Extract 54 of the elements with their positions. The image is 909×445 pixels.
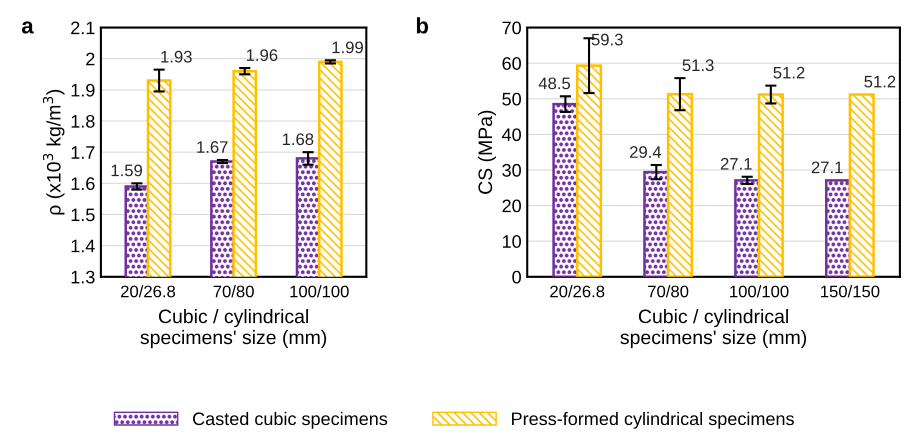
y-axis-title: ρ (x10$^{3}$ kg/m$^{3}$)	[42, 90, 64, 215]
bar	[666, 92, 693, 277]
data-label: 27.1	[812, 161, 843, 174]
data-label: 1.99	[332, 41, 363, 54]
bar	[825, 179, 852, 277]
x-tick-label: 100/100	[730, 285, 788, 298]
y-tick-label: 1.9	[72, 84, 94, 97]
data-label: 51.2	[773, 66, 804, 79]
data-label: 1.93	[161, 50, 192, 63]
y-axis-title: CS (MPa)	[478, 110, 496, 194]
legend-label: Casted cubic specimens	[193, 412, 388, 429]
y-tick-label: 2.1	[71, 22, 94, 34]
data-label: 29.4	[630, 146, 662, 158]
legend-label: Press-formed cylindrical specimens	[512, 412, 794, 429]
x-tick-label: 70/80	[214, 285, 254, 298]
x-tick-label: 70/80	[648, 285, 688, 298]
data-label: 1.96	[246, 49, 278, 62]
data-label: 1.67	[197, 141, 228, 153]
bar	[576, 64, 602, 277]
y-tick-label: 1.8	[72, 114, 95, 128]
bar	[734, 179, 760, 277]
bar	[848, 93, 875, 277]
y-tick-label: 10	[502, 235, 521, 248]
data-label: 1.68	[282, 133, 314, 146]
y-tick-label: 2	[86, 52, 94, 66]
y-tick-label: 0	[512, 270, 521, 284]
data-label: 51.2	[864, 76, 896, 88]
data-label: 48.5	[538, 77, 570, 90]
y-tick-label: 60	[502, 57, 521, 70]
x-axis-title: Cubic / cylindrical specimens' size (mm)	[620, 308, 806, 348]
x-tick-label: 20/26.8	[550, 285, 604, 298]
x-axis-title: Cubic / cylindrical specimens' size (mm)	[140, 308, 326, 348]
y-tick-label: 1.7	[72, 146, 94, 159]
bar	[643, 170, 670, 277]
y-tick-label: 20	[502, 200, 521, 212]
data-label: 59.3	[592, 34, 623, 46]
y-tick-label: 1.6	[72, 177, 95, 190]
y-tick-label: 50	[502, 92, 521, 106]
y-tick-label: 70	[502, 22, 521, 34]
data-label: 51.3	[682, 59, 714, 72]
x-tick-label: 100/100	[290, 285, 349, 298]
y-tick-label: 40	[502, 128, 521, 142]
chart-title: a	[22, 21, 34, 34]
y-tick-label: 1.5	[72, 208, 95, 222]
chart-title: b	[416, 17, 428, 34]
y-tick-label: 30	[502, 164, 521, 177]
x-tick-label: 20/26.8	[121, 285, 176, 298]
data-label: 27.1	[720, 158, 752, 170]
y-tick-label: 1.3	[72, 270, 95, 284]
bar	[758, 93, 784, 277]
x-tick-label: 150/150	[821, 285, 880, 298]
y-tick-label: 1.4	[72, 240, 95, 252]
bar	[552, 102, 578, 277]
data-label: 1.59	[112, 164, 142, 176]
